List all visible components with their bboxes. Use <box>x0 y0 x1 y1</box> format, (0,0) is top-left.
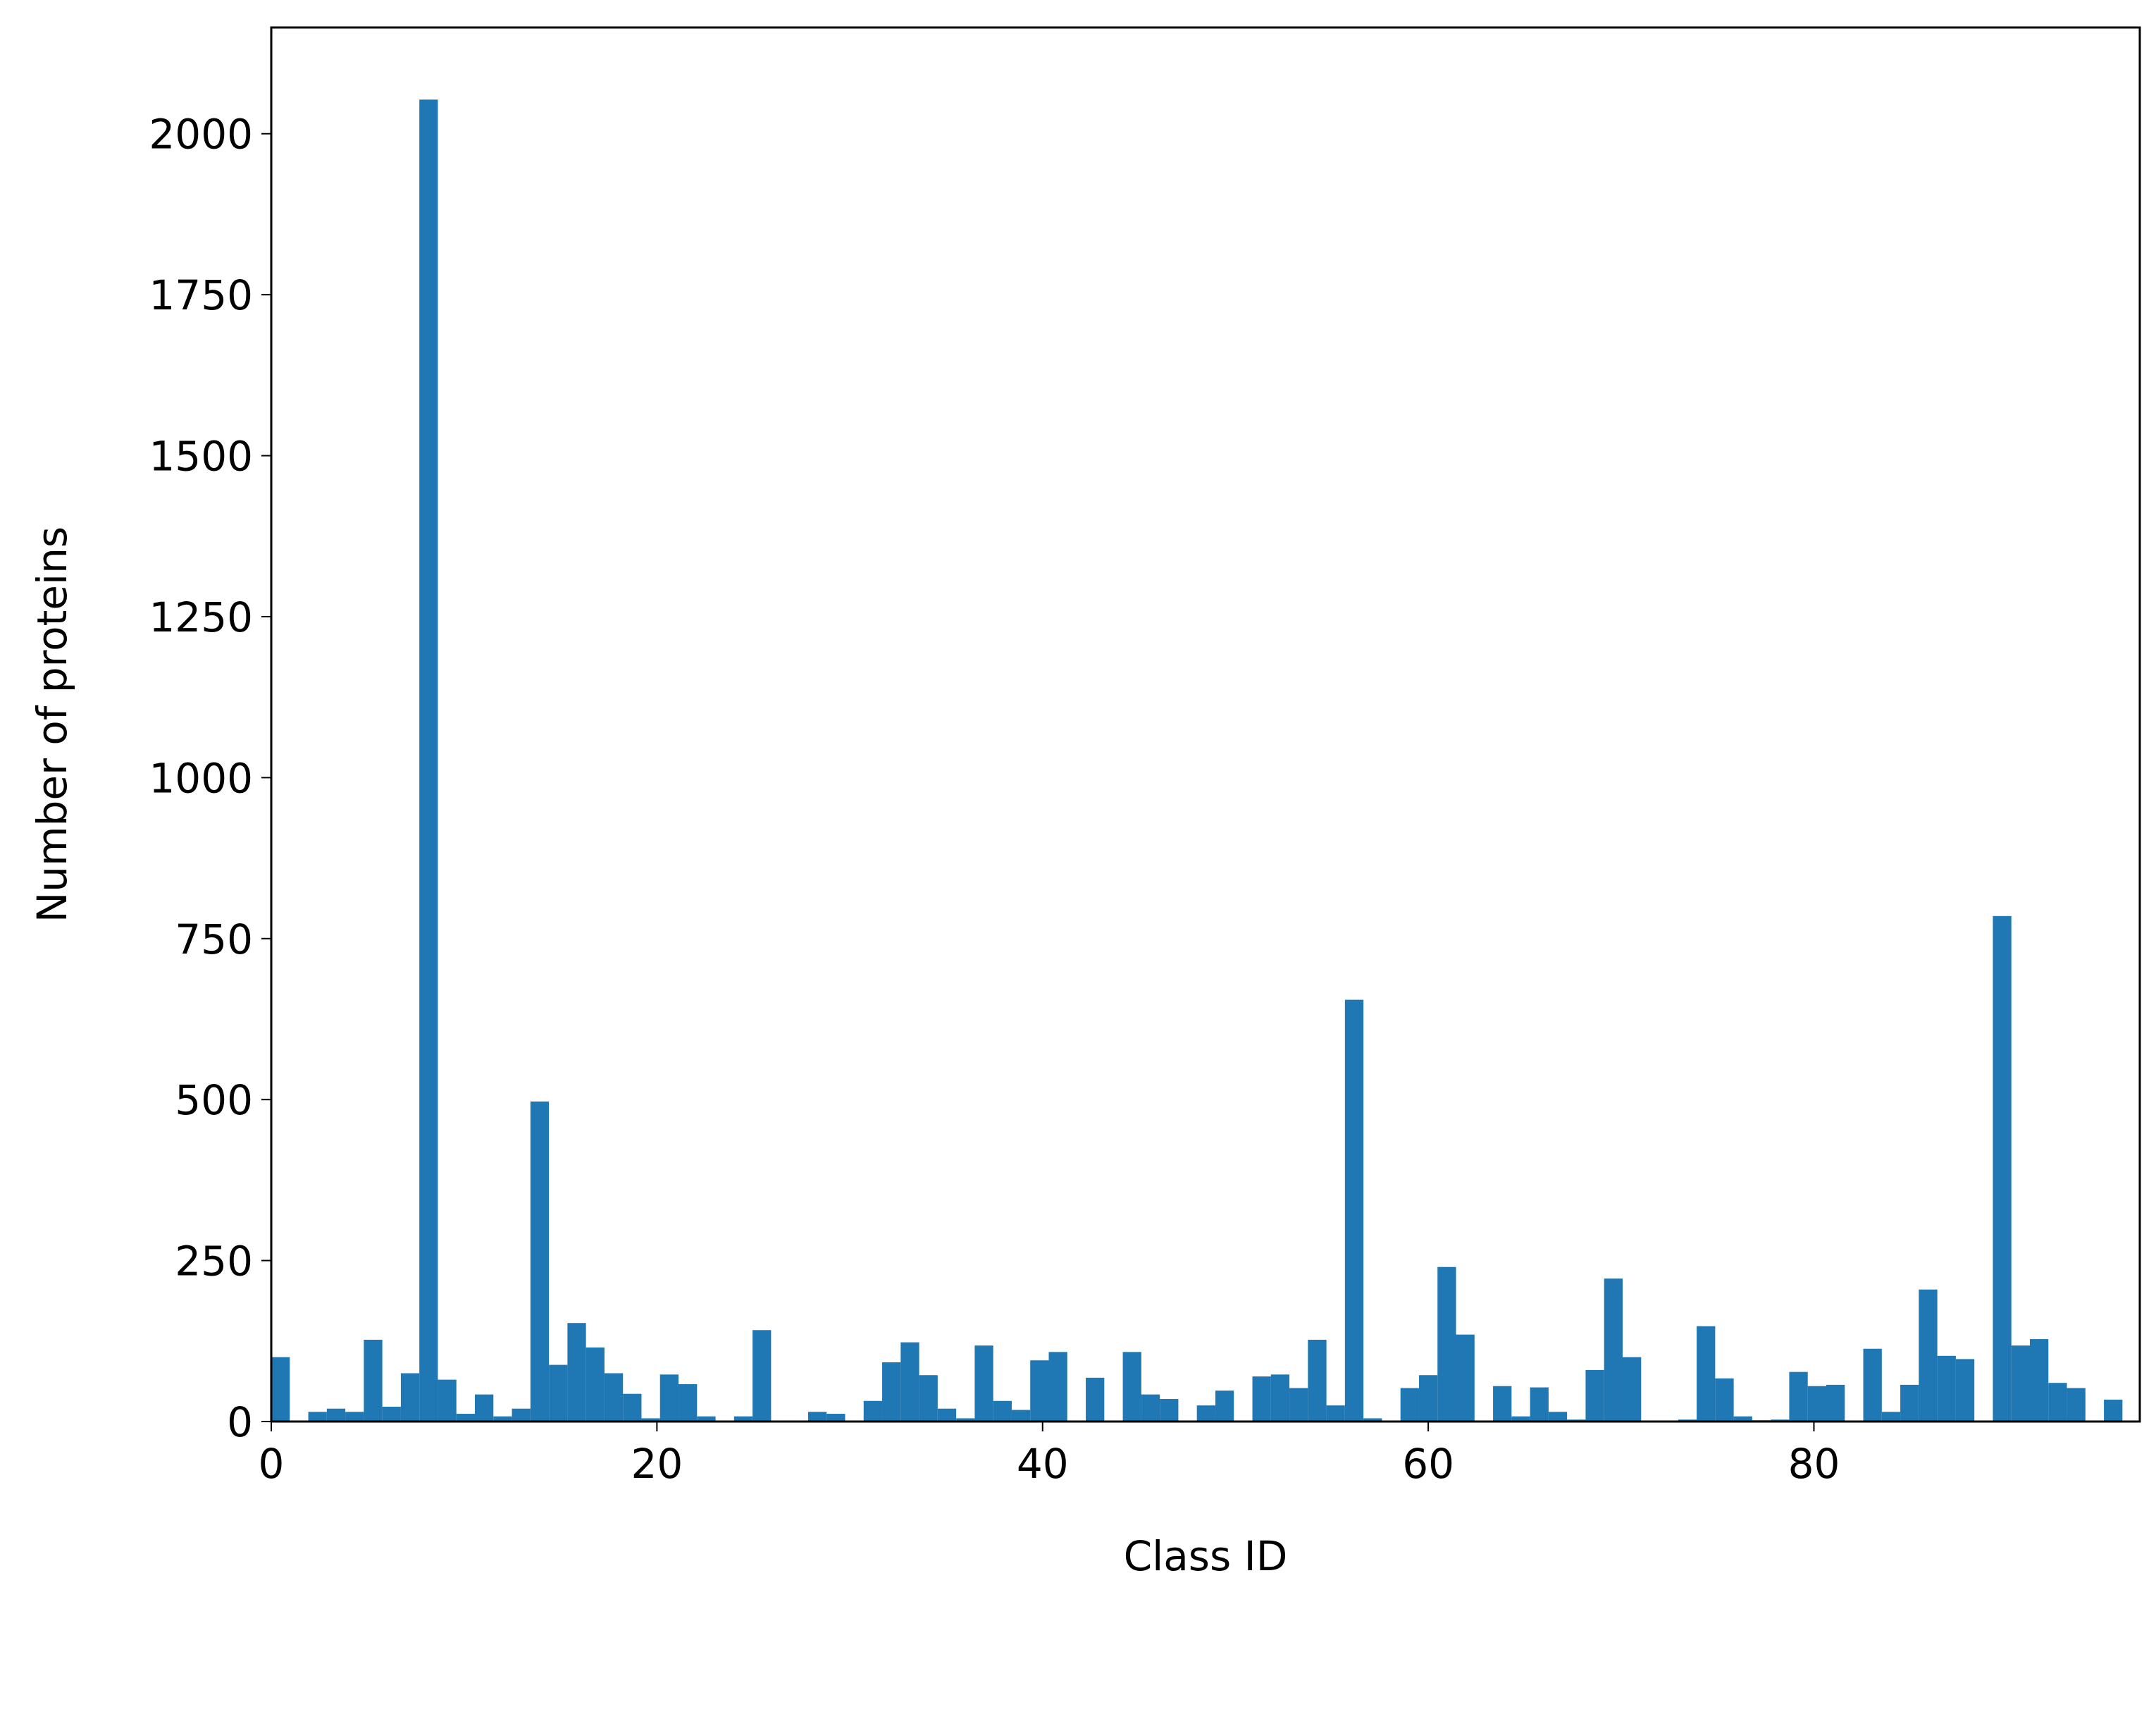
bar <box>1030 1360 1049 1422</box>
bar <box>1807 1386 1826 1422</box>
bar <box>345 1412 364 1422</box>
bar <box>1289 1388 1308 1422</box>
bar <box>1215 1391 1234 1422</box>
bar <box>604 1373 624 1422</box>
bar <box>382 1406 401 1422</box>
bar <box>1418 1375 1438 1422</box>
bar <box>2048 1383 2067 1422</box>
bar <box>1011 1410 1031 1422</box>
bar <box>733 1416 753 1422</box>
bar <box>1585 1369 1604 1422</box>
bar <box>1048 1352 1067 1422</box>
bar <box>438 1379 457 1422</box>
x-tick-label: 80 <box>1788 1440 1840 1488</box>
bar <box>1993 915 2012 1422</box>
bar <box>567 1323 586 1422</box>
bar <box>2011 1345 2030 1422</box>
bar <box>271 1357 290 1422</box>
bar <box>400 1373 420 1422</box>
bar <box>1826 1384 1845 1422</box>
y-tick-label: 1000 <box>149 754 253 802</box>
y-tick-label: 2000 <box>149 111 253 159</box>
y-tick-label: 250 <box>175 1238 253 1286</box>
bar <box>1733 1416 1752 1422</box>
bar <box>1493 1386 1512 1422</box>
bar <box>1622 1357 1642 1422</box>
bar <box>419 99 438 1422</box>
bar <box>1270 1374 1290 1422</box>
bar <box>1122 1352 1141 1422</box>
bar <box>1530 1387 1549 1422</box>
y-tick-label: 0 <box>227 1398 253 1446</box>
y-tick-label: 1500 <box>149 433 253 481</box>
bar <box>549 1364 568 1422</box>
y-axis-label: Number of proteins <box>28 526 76 923</box>
bar <box>1697 1326 1716 1422</box>
bar <box>641 1418 660 1422</box>
bar <box>1881 1412 1901 1422</box>
bar <box>326 1408 346 1422</box>
bar <box>882 1362 901 1422</box>
y-tick-label: 1250 <box>149 593 253 641</box>
bar <box>1252 1376 1271 1422</box>
bar <box>863 1400 883 1422</box>
bar <box>1955 1359 1975 1422</box>
plot-frame <box>270 26 2141 1423</box>
bar <box>475 1394 494 1422</box>
bar <box>900 1342 919 1422</box>
bar <box>1141 1394 1160 1422</box>
bar <box>2104 1399 2123 1422</box>
bar <box>974 1345 993 1422</box>
bar <box>1863 1348 1882 1422</box>
bar <box>1400 1388 1419 1422</box>
x-tick-label: 20 <box>631 1440 683 1488</box>
bar <box>308 1412 327 1422</box>
bar <box>1548 1412 1568 1422</box>
bar <box>1456 1334 1475 1422</box>
y-tick-label: 1750 <box>149 271 253 319</box>
bar <box>1086 1377 1105 1422</box>
x-tick-label: 0 <box>259 1440 285 1488</box>
bar <box>826 1414 845 1422</box>
bar <box>493 1416 512 1422</box>
bar <box>807 1412 827 1422</box>
bar <box>1604 1278 1623 1422</box>
bar <box>956 1418 975 1422</box>
bar <box>1715 1378 1734 1422</box>
bar <box>659 1374 679 1422</box>
bar <box>1196 1405 1215 1422</box>
bar <box>530 1101 550 1422</box>
bar <box>1308 1339 1327 1422</box>
bar <box>1326 1405 1345 1422</box>
bar <box>1437 1266 1456 1422</box>
bar <box>2067 1388 2086 1422</box>
bar <box>1160 1399 1179 1422</box>
bar <box>1900 1384 1919 1422</box>
bar <box>623 1393 642 1422</box>
bar <box>2030 1339 2049 1422</box>
bar <box>679 1384 698 1422</box>
bar <box>752 1330 772 1422</box>
bar <box>937 1408 957 1422</box>
bar <box>697 1416 716 1422</box>
bar <box>364 1339 383 1422</box>
bar <box>1344 999 1364 1422</box>
bar <box>919 1375 938 1422</box>
bar <box>456 1414 476 1422</box>
bar <box>1511 1416 1530 1422</box>
bar <box>1789 1371 1808 1422</box>
bar <box>1937 1355 1956 1422</box>
y-tick-label: 500 <box>175 1076 253 1124</box>
bar <box>586 1347 605 1422</box>
x-tick-label: 60 <box>1402 1440 1454 1488</box>
bar <box>993 1400 1012 1422</box>
x-tick-label: 40 <box>1017 1440 1069 1488</box>
y-tick-label: 750 <box>175 915 253 963</box>
bar <box>1363 1418 1382 1422</box>
x-axis-label: Class ID <box>1124 1532 1288 1580</box>
bar <box>1919 1289 1938 1422</box>
bar <box>512 1408 531 1422</box>
